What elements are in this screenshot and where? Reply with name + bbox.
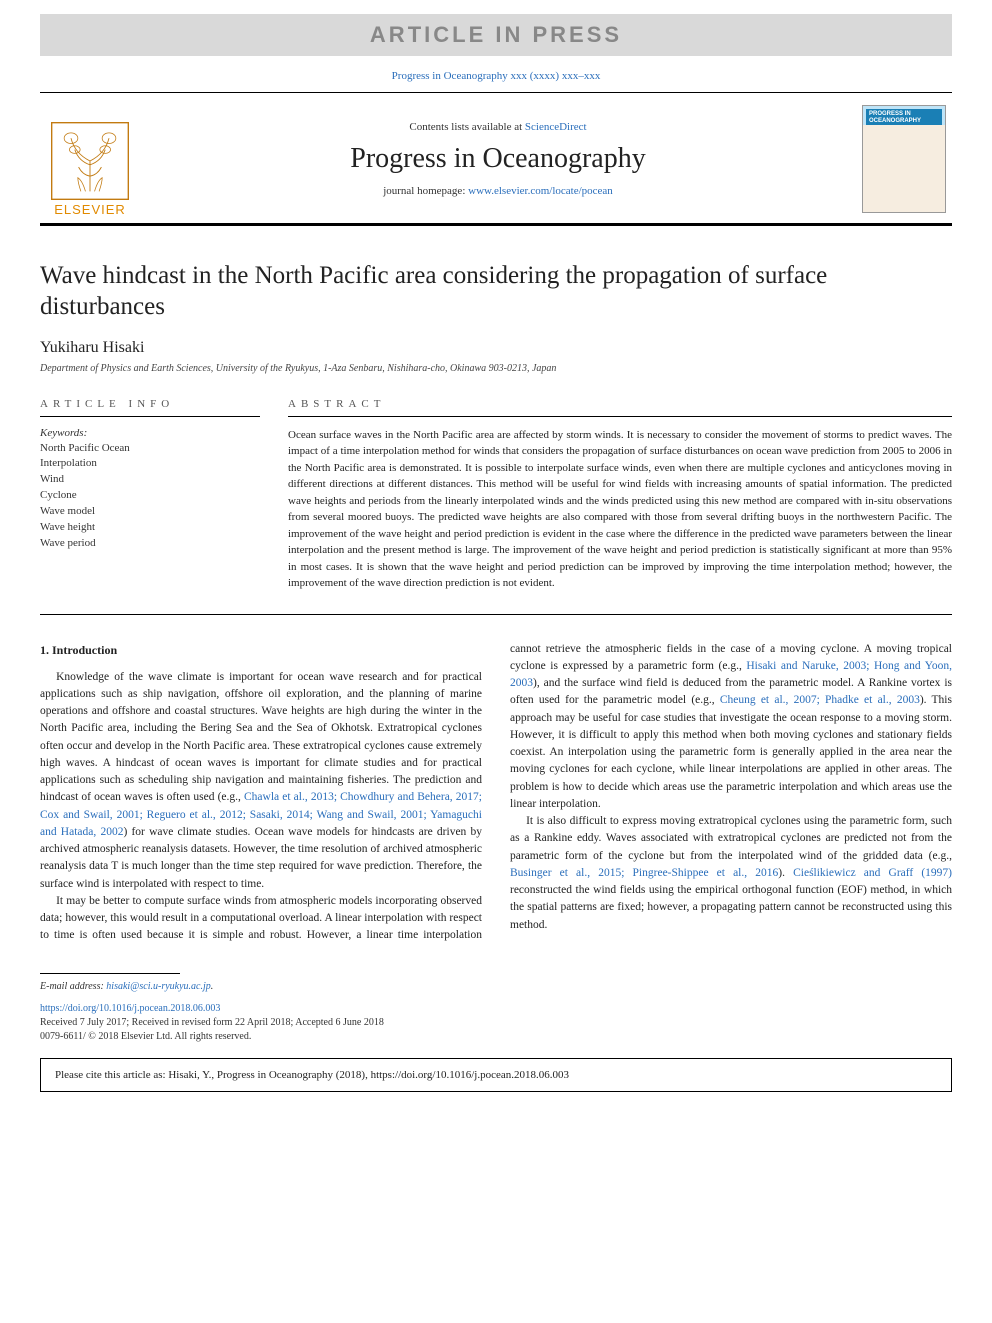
article-body: 1. Introduction Knowledge of the wave cl… bbox=[40, 641, 952, 945]
journal-reference-link[interactable]: Progress in Oceanography xxx (xxxx) xxx–… bbox=[392, 70, 601, 82]
abstract-text: Ocean surface waves in the North Pacific… bbox=[288, 427, 952, 592]
body-text: It is also difficult to express moving e… bbox=[510, 815, 952, 862]
abstract-label: ABSTRACT bbox=[288, 398, 952, 417]
body-text: reconstructed the wind fields using the … bbox=[510, 884, 952, 931]
keyword-item: Cyclone bbox=[40, 488, 260, 504]
keyword-item: Wind bbox=[40, 472, 260, 488]
doi-line: https://doi.org/10.1016/j.pocean.2018.06… bbox=[40, 1002, 952, 1016]
header-center: Contents lists available at ScienceDirec… bbox=[140, 101, 856, 217]
keyword-item: Wave height bbox=[40, 520, 260, 536]
keyword-item: Interpolation bbox=[40, 456, 260, 472]
footer-block: E-mail address: hisaki@sci.u-ryukyu.ac.j… bbox=[40, 980, 952, 1044]
sciencedirect-link[interactable]: ScienceDirect bbox=[525, 121, 587, 133]
elsevier-logo[interactable]: ELSEVIER bbox=[40, 101, 140, 217]
received-line: Received 7 July 2017; Received in revise… bbox=[40, 1016, 952, 1030]
abstract-column: ABSTRACT Ocean surface waves in the Nort… bbox=[288, 398, 952, 592]
body-text: ). bbox=[778, 867, 793, 879]
please-cite-box: Please cite this article as: Hisaki, Y.,… bbox=[40, 1058, 952, 1092]
journal-cover-thumbnail[interactable]: PROGRESS IN OCEANOGRAPHY bbox=[856, 101, 952, 217]
author-email-link[interactable]: hisaki@sci.u-ryukyu.ac.jp bbox=[106, 981, 210, 992]
body-paragraph: It is also difficult to express moving e… bbox=[510, 813, 952, 934]
journal-homepage-line: journal homepage: www.elsevier.com/locat… bbox=[140, 185, 856, 197]
keyword-item: North Pacific Ocean bbox=[40, 441, 260, 457]
cover-image: PROGRESS IN OCEANOGRAPHY bbox=[862, 105, 946, 213]
article-title: Wave hindcast in the North Pacific area … bbox=[40, 260, 952, 323]
email-line: E-mail address: hisaki@sci.u-ryukyu.ac.j… bbox=[40, 980, 952, 994]
elsevier-tree-icon bbox=[51, 122, 129, 200]
abstract-rule bbox=[40, 614, 952, 615]
section-heading-introduction: 1. Introduction bbox=[40, 641, 482, 659]
contents-prefix: Contents lists available at bbox=[409, 121, 524, 133]
keywords-list: North Pacific Ocean Interpolation Wind C… bbox=[40, 441, 260, 553]
cover-title-text: PROGRESS IN OCEANOGRAPHY bbox=[869, 111, 945, 124]
keywords-heading: Keywords: bbox=[40, 427, 260, 439]
email-label: E-mail address: bbox=[40, 981, 106, 992]
body-text: Knowledge of the wave climate is importa… bbox=[40, 671, 482, 804]
elsevier-wordmark: ELSEVIER bbox=[54, 202, 126, 217]
keyword-item: Wave period bbox=[40, 536, 260, 552]
copyright-line: 0079-6611/ © 2018 Elsevier Ltd. All righ… bbox=[40, 1030, 952, 1044]
body-paragraph: Knowledge of the wave climate is importa… bbox=[40, 669, 482, 893]
journal-reference-line: Progress in Oceanography xxx (xxxx) xxx–… bbox=[0, 70, 992, 82]
citation-link[interactable]: Cieślikiewicz and Graff (1997) bbox=[793, 867, 952, 879]
author-name: Yukiharu Hisaki bbox=[40, 339, 952, 357]
article-info-column: ARTICLE INFO Keywords: North Pacific Oce… bbox=[40, 398, 260, 592]
keyword-item: Wave model bbox=[40, 504, 260, 520]
journal-header: ELSEVIER Contents lists available at Sci… bbox=[40, 92, 952, 226]
body-text: ). This approach may be useful for case … bbox=[510, 694, 952, 810]
citation-link[interactable]: Businger et al., 2015; Pingree-Shippee e… bbox=[510, 867, 778, 879]
article-in-press-banner: ARTICLE IN PRESS bbox=[40, 14, 952, 56]
journal-title: Progress in Oceanography bbox=[140, 143, 856, 175]
author-affiliation: Department of Physics and Earth Sciences… bbox=[40, 363, 952, 374]
article-main: Wave hindcast in the North Pacific area … bbox=[40, 260, 952, 945]
homepage-prefix: journal homepage: bbox=[383, 185, 468, 197]
info-abstract-row: ARTICLE INFO Keywords: North Pacific Oce… bbox=[40, 398, 952, 592]
contents-available-line: Contents lists available at ScienceDirec… bbox=[140, 121, 856, 133]
citation-link[interactable]: Cheung et al., 2007; Phadke et al., 2003 bbox=[720, 694, 920, 706]
journal-homepage-link[interactable]: www.elsevier.com/locate/pocean bbox=[468, 185, 613, 197]
footer-separator bbox=[40, 973, 180, 974]
article-info-label: ARTICLE INFO bbox=[40, 398, 260, 417]
doi-link[interactable]: https://doi.org/10.1016/j.pocean.2018.06… bbox=[40, 1003, 220, 1014]
